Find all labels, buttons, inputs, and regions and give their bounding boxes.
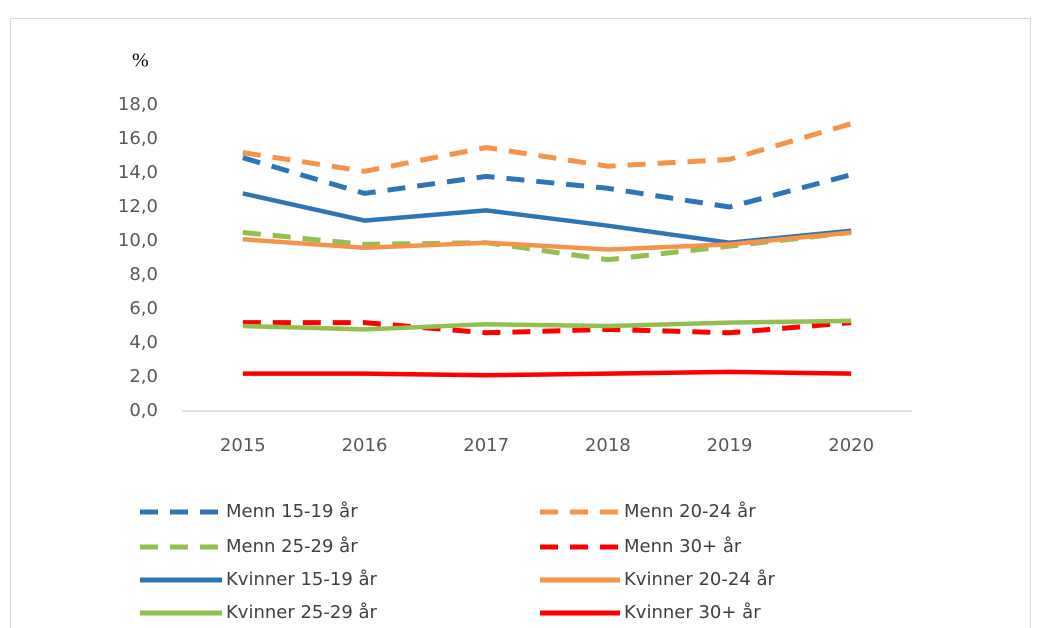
x-tick-label: 2018 bbox=[585, 435, 631, 456]
y-tick-label: 16,0 bbox=[118, 128, 158, 149]
legend-label: Kvinner 15-19 år bbox=[226, 569, 378, 590]
legend-label: Menn 30+ år bbox=[624, 536, 742, 557]
x-tick-label: 2017 bbox=[463, 435, 509, 456]
legend-label: Menn 25-29 år bbox=[226, 536, 358, 557]
legend-label: Kvinner 30+ år bbox=[624, 602, 761, 623]
series-line bbox=[242, 318, 852, 332]
x-tick-label: 2016 bbox=[342, 435, 388, 456]
y-tick-label: 4,0 bbox=[129, 332, 158, 353]
legend-label: Kvinner 20-24 år bbox=[624, 569, 776, 590]
legend-label: Kvinner 25-29 år bbox=[226, 602, 378, 623]
y-tick-label: 12,0 bbox=[118, 196, 158, 217]
y-tick-label: 8,0 bbox=[129, 264, 158, 285]
y-tick-label: 14,0 bbox=[118, 162, 158, 183]
series-line bbox=[242, 369, 852, 378]
legend-label: Menn 15-19 år bbox=[226, 501, 358, 522]
x-tick-label: 2015 bbox=[220, 435, 266, 456]
series-line bbox=[242, 230, 852, 263]
y-tick-label: 18,0 bbox=[118, 94, 158, 115]
y-tick-label: 2,0 bbox=[129, 366, 158, 387]
x-tick-label: 2020 bbox=[828, 435, 874, 456]
y-tick-label: 10,0 bbox=[118, 230, 158, 251]
series-line bbox=[242, 121, 852, 174]
y-axis-label: % bbox=[132, 50, 149, 72]
legend-label: Menn 20-24 år bbox=[624, 501, 756, 522]
series-line bbox=[242, 320, 852, 336]
y-tick-label: 6,0 bbox=[129, 298, 158, 319]
chart-frame bbox=[10, 18, 1031, 628]
y-tick-label: 0,0 bbox=[129, 400, 158, 421]
series-line bbox=[242, 230, 852, 252]
x-tick-label: 2019 bbox=[707, 435, 753, 456]
series-line bbox=[242, 155, 852, 210]
